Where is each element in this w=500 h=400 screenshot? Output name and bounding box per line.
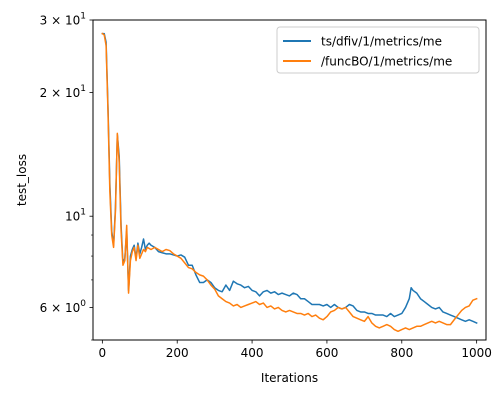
legend-label-series-2: /funcBO/1/metrics/me [321,55,452,69]
legend: ts/dfiv/1/metrics/me /funcBO/1/metrics/m… [276,26,480,74]
legend-box [276,26,480,74]
plot-area [92,19,487,341]
x-tick-label: 0 [99,346,107,360]
y-tick-label: 2 × 101 [40,84,86,100]
series-line-2 [101,32,478,333]
x-axis-label: Iterations [261,371,318,385]
x-tick-label: 200 [166,346,189,360]
x-tick-label: 600 [315,346,338,360]
x-tick-label: 800 [390,346,413,360]
x-axis: 0 200 400 600 800 1000 [99,340,492,360]
series-layer [101,32,478,333]
plot-frame [92,19,487,341]
legend-label-series-1: ts/dfiv/1/metrics/me [321,35,442,49]
y-tick-label: 6 × 100 [40,299,87,315]
y-axis-label: test_loss [15,154,29,206]
x-tick-label: 400 [241,346,264,360]
y-tick-label: 3 × 101 [40,12,86,28]
x-tick-label: 1000 [461,346,492,360]
series-line-1 [101,32,478,324]
